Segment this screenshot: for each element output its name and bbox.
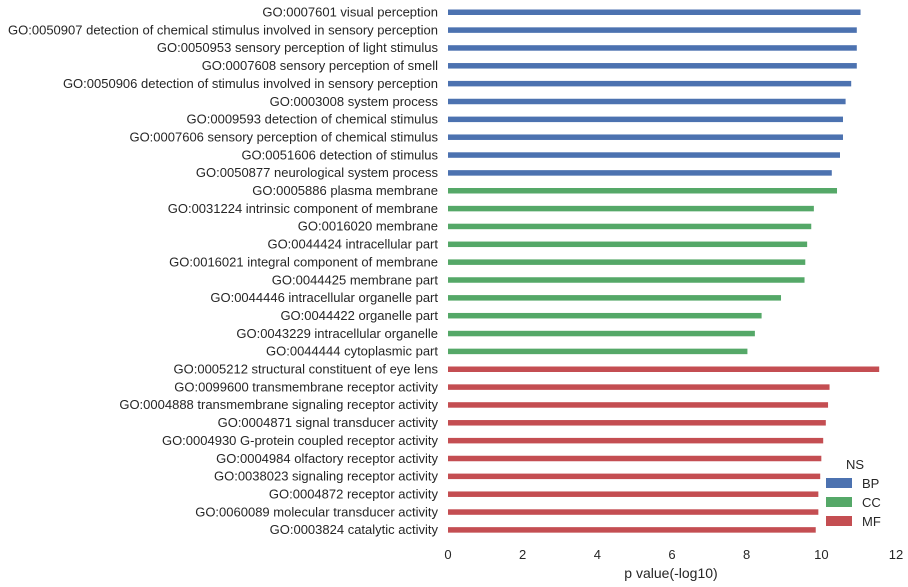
bar-cc xyxy=(448,312,762,319)
category-label: GO:0050953 sensory perception of light s… xyxy=(157,40,439,55)
bar-mf xyxy=(448,473,821,480)
bar-mf xyxy=(448,384,830,390)
bar-cc xyxy=(448,205,814,212)
bar-cc xyxy=(448,223,812,230)
category-label: GO:0004984 olfactory receptor activity xyxy=(216,451,438,466)
bar-bp xyxy=(448,98,846,105)
category-label: GO:0003008 system process xyxy=(270,94,439,109)
bar-bp xyxy=(448,152,840,158)
category-label: GO:0004930 G-protein coupled receptor ac… xyxy=(162,433,439,448)
legend-label-bp: BP xyxy=(862,476,879,491)
category-label: GO:0007606 sensory perception of chemica… xyxy=(129,129,438,144)
x-tick-label: 6 xyxy=(668,547,675,562)
bar-mf xyxy=(448,455,822,462)
category-label: GO:0009593 detection of chemical stimulu… xyxy=(187,112,439,127)
category-label: GO:0003824 catalytic activity xyxy=(270,522,439,537)
legend-label-mf: MF xyxy=(862,514,881,529)
legend-swatch-mf xyxy=(826,516,852,526)
bar-mf xyxy=(448,420,826,426)
bars-layer xyxy=(448,9,880,533)
bar-mf xyxy=(448,509,819,515)
x-axis: p value(-log10) 0 2 4 6 8 10 12 xyxy=(444,547,903,581)
bar-bp xyxy=(448,27,857,33)
bar-bp xyxy=(448,63,857,69)
category-label: GO:0031224 intrinsic component of membra… xyxy=(168,201,438,216)
x-tick-label: 0 xyxy=(444,547,451,562)
bar-cc xyxy=(448,330,755,337)
category-label: GO:0044446 intracellular organelle part xyxy=(210,290,438,305)
category-label: GO:0044444 cytoplasmic part xyxy=(266,344,438,359)
category-label: GO:0044424 intracellular part xyxy=(267,237,438,252)
category-label: GO:0038023 signaling receptor activity xyxy=(214,469,439,484)
category-label: GO:0050877 neurological system process xyxy=(196,165,439,180)
bar-cc xyxy=(448,348,748,355)
category-label: GO:0060089 molecular transducer activity xyxy=(195,504,438,519)
category-label: GO:0050907 detection of chemical stimulu… xyxy=(8,22,438,37)
category-label: GO:0004872 receptor activity xyxy=(269,486,439,501)
bar-cc xyxy=(448,295,782,301)
x-tick-label: 2 xyxy=(519,547,526,562)
bar-cc xyxy=(448,241,808,248)
category-label: GO:0007608 sensory perception of smell xyxy=(202,58,438,73)
x-axis-title: p value(-log10) xyxy=(624,565,717,581)
x-tick-label: 8 xyxy=(743,547,750,562)
bar-bp xyxy=(448,170,832,176)
bar-cc xyxy=(448,188,838,194)
bar-bp xyxy=(448,80,852,87)
category-label: GO:0044425 membrane part xyxy=(272,272,439,287)
legend-swatch-bp xyxy=(826,478,852,488)
x-tick-label: 12 xyxy=(889,547,903,562)
category-label: GO:0099600 transmembrane receptor activi… xyxy=(174,379,438,394)
legend-swatch-cc xyxy=(826,497,852,507)
bar-mf xyxy=(448,402,829,408)
bar-cc xyxy=(448,277,805,283)
category-label: GO:0016020 membrane xyxy=(298,219,438,234)
x-tick-label: 4 xyxy=(594,547,601,562)
category-label: GO:0005886 plasma membrane xyxy=(252,183,438,198)
category-label: GO:0043229 intracellular organelle xyxy=(236,326,438,341)
bar-bp xyxy=(448,9,861,15)
bar-mf xyxy=(448,491,819,497)
category-label: GO:0005212 structural constituent of eye… xyxy=(174,362,439,377)
category-label: GO:0004888 transmembrane signaling recep… xyxy=(119,397,438,412)
category-labels: GO:0007601 visual perception GO:0050907 d… xyxy=(8,5,438,538)
category-label: GO:0016021 integral component of membran… xyxy=(169,254,438,269)
x-tick-label: 10 xyxy=(814,547,828,562)
category-label: GO:0004871 signal transducer activity xyxy=(218,415,439,430)
bar-bp xyxy=(448,45,857,51)
bar-bp xyxy=(448,116,843,123)
bar-mf xyxy=(448,437,824,444)
category-label: GO:0007601 visual perception xyxy=(262,5,438,20)
bar-bp xyxy=(448,134,843,140)
legend-label-cc: CC xyxy=(862,495,881,510)
legend-title: NS xyxy=(846,457,864,472)
category-label: GO:0044422 organelle part xyxy=(280,308,438,323)
legend: NS BP CC MF xyxy=(826,457,881,529)
category-label: GO:0050906 detection of stimulus involve… xyxy=(63,76,438,91)
bar-mf xyxy=(448,527,816,533)
bar-cc xyxy=(448,259,806,265)
bar-mf xyxy=(448,366,880,372)
category-label: GO:0051606 detection of stimulus xyxy=(241,147,438,162)
